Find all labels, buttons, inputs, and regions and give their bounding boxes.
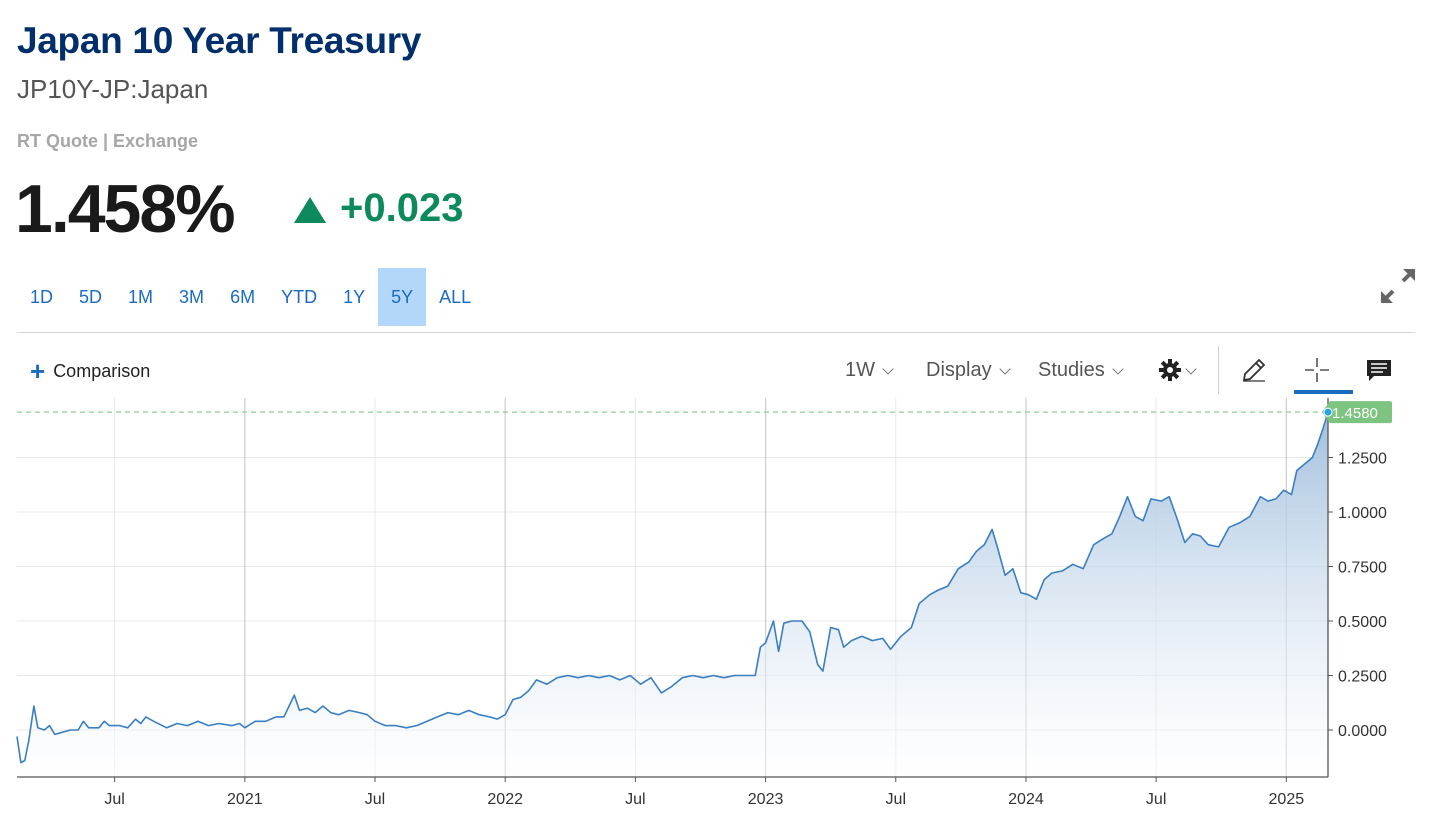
y-tick-label: 1.2500	[1338, 451, 1387, 468]
range-1y[interactable]: 1Y	[343, 287, 366, 307]
x-tick-label: Jul	[104, 791, 124, 808]
series-area	[17, 412, 1328, 777]
x-tick-label: 2024	[1008, 791, 1044, 808]
y-tick-label: 0.7500	[1338, 560, 1387, 577]
x-tick-label: 2023	[748, 791, 784, 808]
last-point-marker	[1323, 407, 1333, 417]
range-3m[interactable]: 3M	[179, 287, 205, 307]
range-6m[interactable]: 6M	[230, 287, 256, 307]
chevron-down-icon	[1185, 363, 1197, 375]
chevron-down-icon	[1112, 363, 1124, 375]
range-5y[interactable]: 5Y	[378, 268, 427, 326]
range-all[interactable]: ALL	[439, 287, 472, 307]
symbol-subtitle: JP10Y-JP:Japan	[17, 74, 209, 104]
header-divider	[17, 332, 1415, 333]
news-icon[interactable]	[1366, 350, 1392, 390]
y-tick-label: 0.5000	[1338, 614, 1387, 631]
last-price-tag-label: 1.4580	[1332, 405, 1378, 422]
display-dropdown[interactable]: Display	[926, 350, 1011, 390]
gear-icon	[1159, 359, 1181, 381]
crosshair-icon[interactable]	[1304, 350, 1330, 390]
range-1d[interactable]: 1D	[30, 287, 54, 307]
x-tick-label: Jul	[625, 791, 645, 808]
last-price: 1.458%	[15, 171, 236, 247]
studies-label: Studies	[1038, 358, 1105, 381]
x-tick-label: 2025	[1269, 791, 1305, 808]
y-tick-label: 0.0000	[1338, 723, 1387, 740]
x-tick-label: Jul	[365, 791, 385, 808]
settings-dropdown[interactable]	[1158, 350, 1197, 390]
price-change-value: +0.023	[340, 186, 464, 230]
x-tick-label: 2021	[227, 791, 263, 808]
toolbar-separator	[1218, 346, 1219, 394]
interval-label: 1W	[845, 358, 875, 381]
range-ytd[interactable]: YTD	[281, 287, 318, 307]
range-5d[interactable]: 5D	[79, 287, 103, 307]
chevron-down-icon	[998, 363, 1011, 375]
y-tick-label: 1.0000	[1338, 505, 1387, 522]
up-arrow-icon	[294, 196, 326, 223]
range-selector: 1D 5D 1M 3M 6M YTD 1Y 5Y ALL	[17, 268, 484, 326]
price-change: +0.023	[294, 186, 463, 231]
last-price-tag: 1.4580	[1322, 401, 1392, 424]
pencil-icon[interactable]	[1240, 350, 1268, 390]
rt-quote-label: RT Quote | Exchange	[17, 131, 199, 151]
comparison-button[interactable]: + Comparison	[30, 358, 150, 384]
chevron-down-icon	[882, 363, 894, 375]
x-tick-label: Jul	[1146, 791, 1166, 808]
comparison-label: Comparison	[53, 360, 151, 381]
display-label: Display	[926, 358, 992, 381]
series-line	[16, 411, 1329, 764]
range-1m[interactable]: 1M	[128, 287, 154, 307]
y-tick-label: 0.2500	[1338, 669, 1387, 686]
crosshair-active-indicator	[1294, 390, 1353, 394]
studies-dropdown[interactable]: Studies	[1038, 350, 1124, 390]
expand-icon[interactable]	[1378, 266, 1418, 306]
interval-dropdown[interactable]: 1W	[845, 350, 894, 390]
last-price-tag-bg	[1322, 401, 1392, 424]
page-title: Japan 10 Year Treasury	[17, 20, 422, 61]
x-tick-label: 2022	[487, 791, 523, 808]
plus-icon: +	[30, 356, 46, 386]
x-tick-label: Jul	[886, 791, 906, 808]
